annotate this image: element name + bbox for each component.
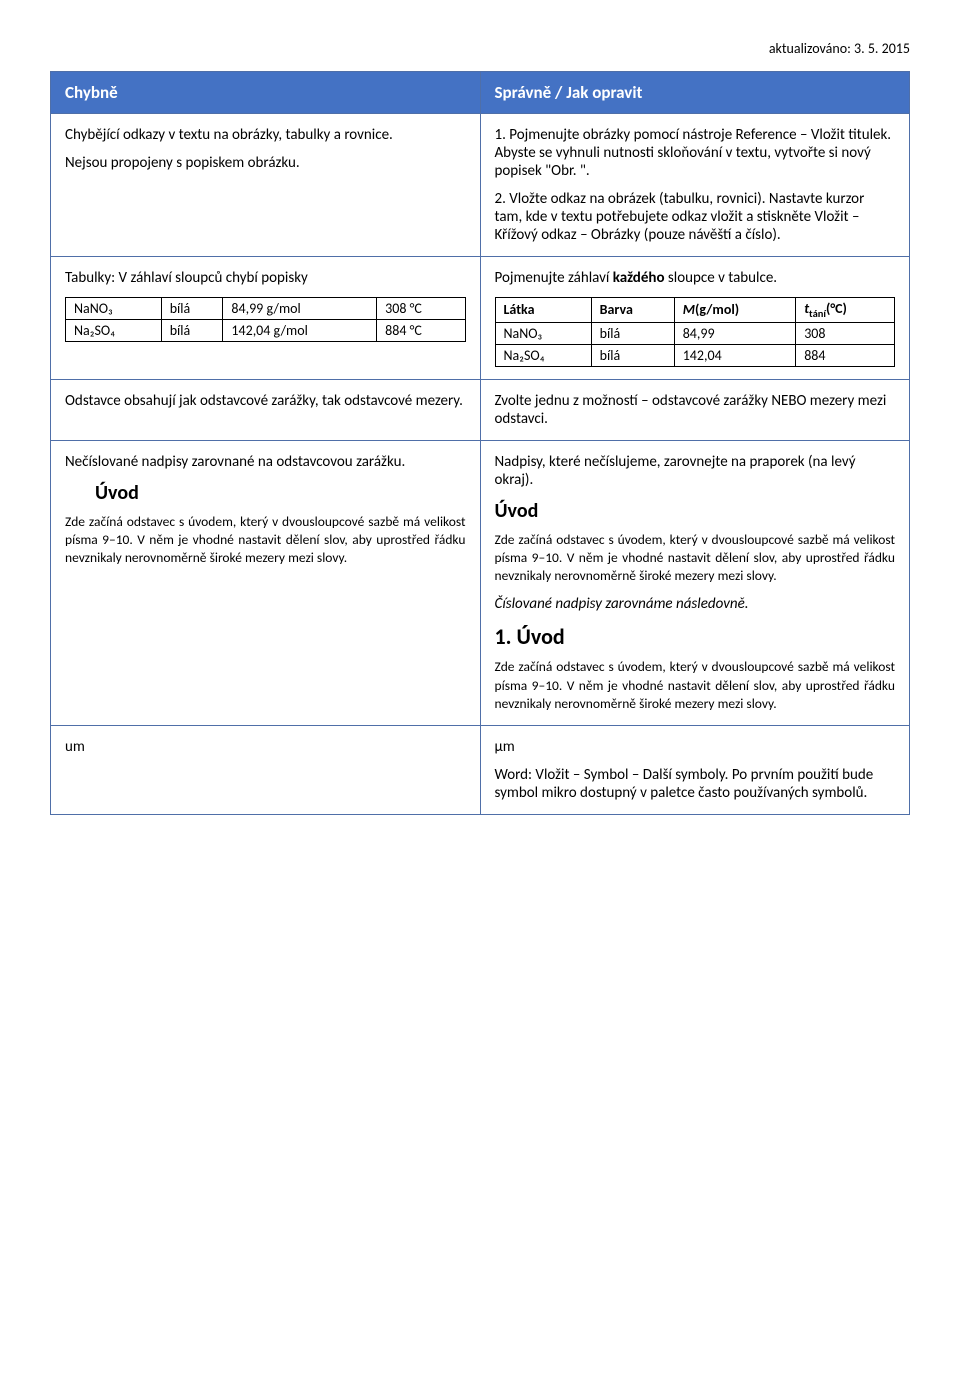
- paragraph: Nadpisy, které nečíslujeme, zarovnejte n…: [495, 453, 896, 489]
- text: (°C): [826, 300, 847, 317]
- paragraph: Nejsou propojeny s popiskem obrázku.: [65, 154, 466, 172]
- text-sub: tání: [809, 307, 826, 320]
- cell: 884: [796, 344, 895, 366]
- cell: 84,99: [674, 322, 796, 344]
- text-italic: M: [683, 301, 695, 318]
- row1-right: 1. Pojmenujte obrázky pomocí nástroje Re…: [480, 114, 910, 257]
- table-row: Na₂SO₄ bílá 142,04 g/mol 884 °C: [66, 320, 466, 342]
- row5-right: µm Word: Vložit – Symbol – Další symboly…: [480, 726, 910, 815]
- row2-right: Pojmenujte záhlaví každého sloupce v tab…: [480, 257, 910, 380]
- row2-left: Tabulky: V záhlaví sloupců chybí popisky…: [51, 257, 481, 380]
- row3-right: Zvolte jednu z možností – odstavcové zar…: [480, 379, 910, 440]
- heading-indented: Úvod: [95, 481, 466, 505]
- cell: bílá: [591, 344, 674, 366]
- row5-left: um: [51, 726, 481, 815]
- paragraph: Odstavce obsahují jak odstavcové zarážky…: [65, 392, 466, 410]
- paragraph: 1. Pojmenujte obrázky pomocí nástroje Re…: [495, 126, 896, 180]
- cell: Na₂SO₄: [495, 344, 591, 366]
- cell: 884 °C: [377, 320, 465, 342]
- text: (g/mol): [695, 301, 739, 318]
- row3-left: Odstavce obsahují jak odstavcové zarážky…: [51, 379, 481, 440]
- paragraph-justified: Zde začíná odstavec s úvodem, který v dv…: [65, 513, 466, 568]
- left-data-table: NaNO₃ bílá 84,99 g/mol 308 °C Na₂SO₄ bíl…: [65, 297, 466, 342]
- row4-left: Nečíslované nadpisy zarovnané na odstavc…: [51, 440, 481, 725]
- paragraph: 2. Vložte odkaz na obrázek (tabulku, rov…: [495, 190, 896, 244]
- cell: Na₂SO₄: [66, 320, 162, 342]
- text: sloupce v tabulce.: [665, 269, 778, 287]
- table-header-row: Chybně Správně / Jak opravit: [51, 72, 910, 114]
- paragraph: µm: [495, 738, 896, 756]
- table-row: Na₂SO₄ bílá 142,04 884: [495, 344, 895, 366]
- paragraph-justified: Zde začíná odstavec s úvodem, který v dv…: [495, 658, 896, 713]
- heading-left-aligned: Úvod: [495, 499, 896, 523]
- table-row: Odstavce obsahují jak odstavcové zarážky…: [51, 379, 910, 440]
- table-row: um µm Word: Vložit – Symbol – Další symb…: [51, 726, 910, 815]
- paragraph: Tabulky: V záhlaví sloupců chybí popisky: [65, 269, 466, 287]
- paragraph: Word: Vložit – Symbol – Další symboly. P…: [495, 766, 896, 802]
- paragraph: um: [65, 738, 466, 756]
- paragraph: Chybějící odkazy v textu na obrázky, tab…: [65, 126, 466, 144]
- table-row: NaNO₃ bílá 84,99 308: [495, 322, 895, 344]
- column-header: M(g/mol): [674, 298, 796, 323]
- table-row: Tabulky: V záhlaví sloupců chybí popisky…: [51, 257, 910, 380]
- heading-numbered: 1. Úvod: [495, 623, 896, 650]
- right-data-table: Látka Barva M(g/mol) ttání(°C) NaNO₃ bíl…: [495, 297, 896, 367]
- paragraph-italic: Číslované nadpisy zarovnáme následovně.: [495, 595, 896, 613]
- table-row: Chybějící odkazy v textu na obrázky, tab…: [51, 114, 910, 257]
- cell: bílá: [161, 298, 223, 320]
- comparison-table: Chybně Správně / Jak opravit Chybějící o…: [50, 71, 910, 815]
- cell: 308: [796, 322, 895, 344]
- paragraph: Zvolte jednu z možností – odstavcové zar…: [495, 392, 896, 428]
- column-header: ttání(°C): [796, 298, 895, 323]
- column-header: Látka: [495, 298, 591, 323]
- header-right: Správně / Jak opravit: [480, 72, 910, 114]
- row4-right: Nadpisy, které nečíslujeme, zarovnejte n…: [480, 440, 910, 725]
- cell: NaNO₃: [495, 322, 591, 344]
- paragraph: Nečíslované nadpisy zarovnané na odstavc…: [65, 453, 466, 471]
- text-bold: každého: [613, 269, 665, 287]
- table-row: NaNO₃ bílá 84,99 g/mol 308 °C: [66, 298, 466, 320]
- cell: 142,04 g/mol: [223, 320, 377, 342]
- paragraph: Pojmenujte záhlaví každého sloupce v tab…: [495, 269, 896, 287]
- row1-left: Chybějící odkazy v textu na obrázky, tab…: [51, 114, 481, 257]
- cell: 84,99 g/mol: [223, 298, 377, 320]
- cell: 142,04: [674, 344, 796, 366]
- table-row: Nečíslované nadpisy zarovnané na odstavc…: [51, 440, 910, 725]
- table-header-row: Látka Barva M(g/mol) ttání(°C): [495, 298, 895, 323]
- paragraph-justified: Zde začíná odstavec s úvodem, který v dv…: [495, 531, 896, 586]
- column-header: Barva: [591, 298, 674, 323]
- cell: bílá: [591, 322, 674, 344]
- header-left: Chybně: [51, 72, 481, 114]
- text: Pojmenujte záhlaví: [495, 269, 613, 287]
- update-timestamp: aktualizováno: 3. 5. 2015: [50, 40, 910, 57]
- cell: bílá: [161, 320, 223, 342]
- cell: NaNO₃: [66, 298, 162, 320]
- cell: 308 °C: [377, 298, 465, 320]
